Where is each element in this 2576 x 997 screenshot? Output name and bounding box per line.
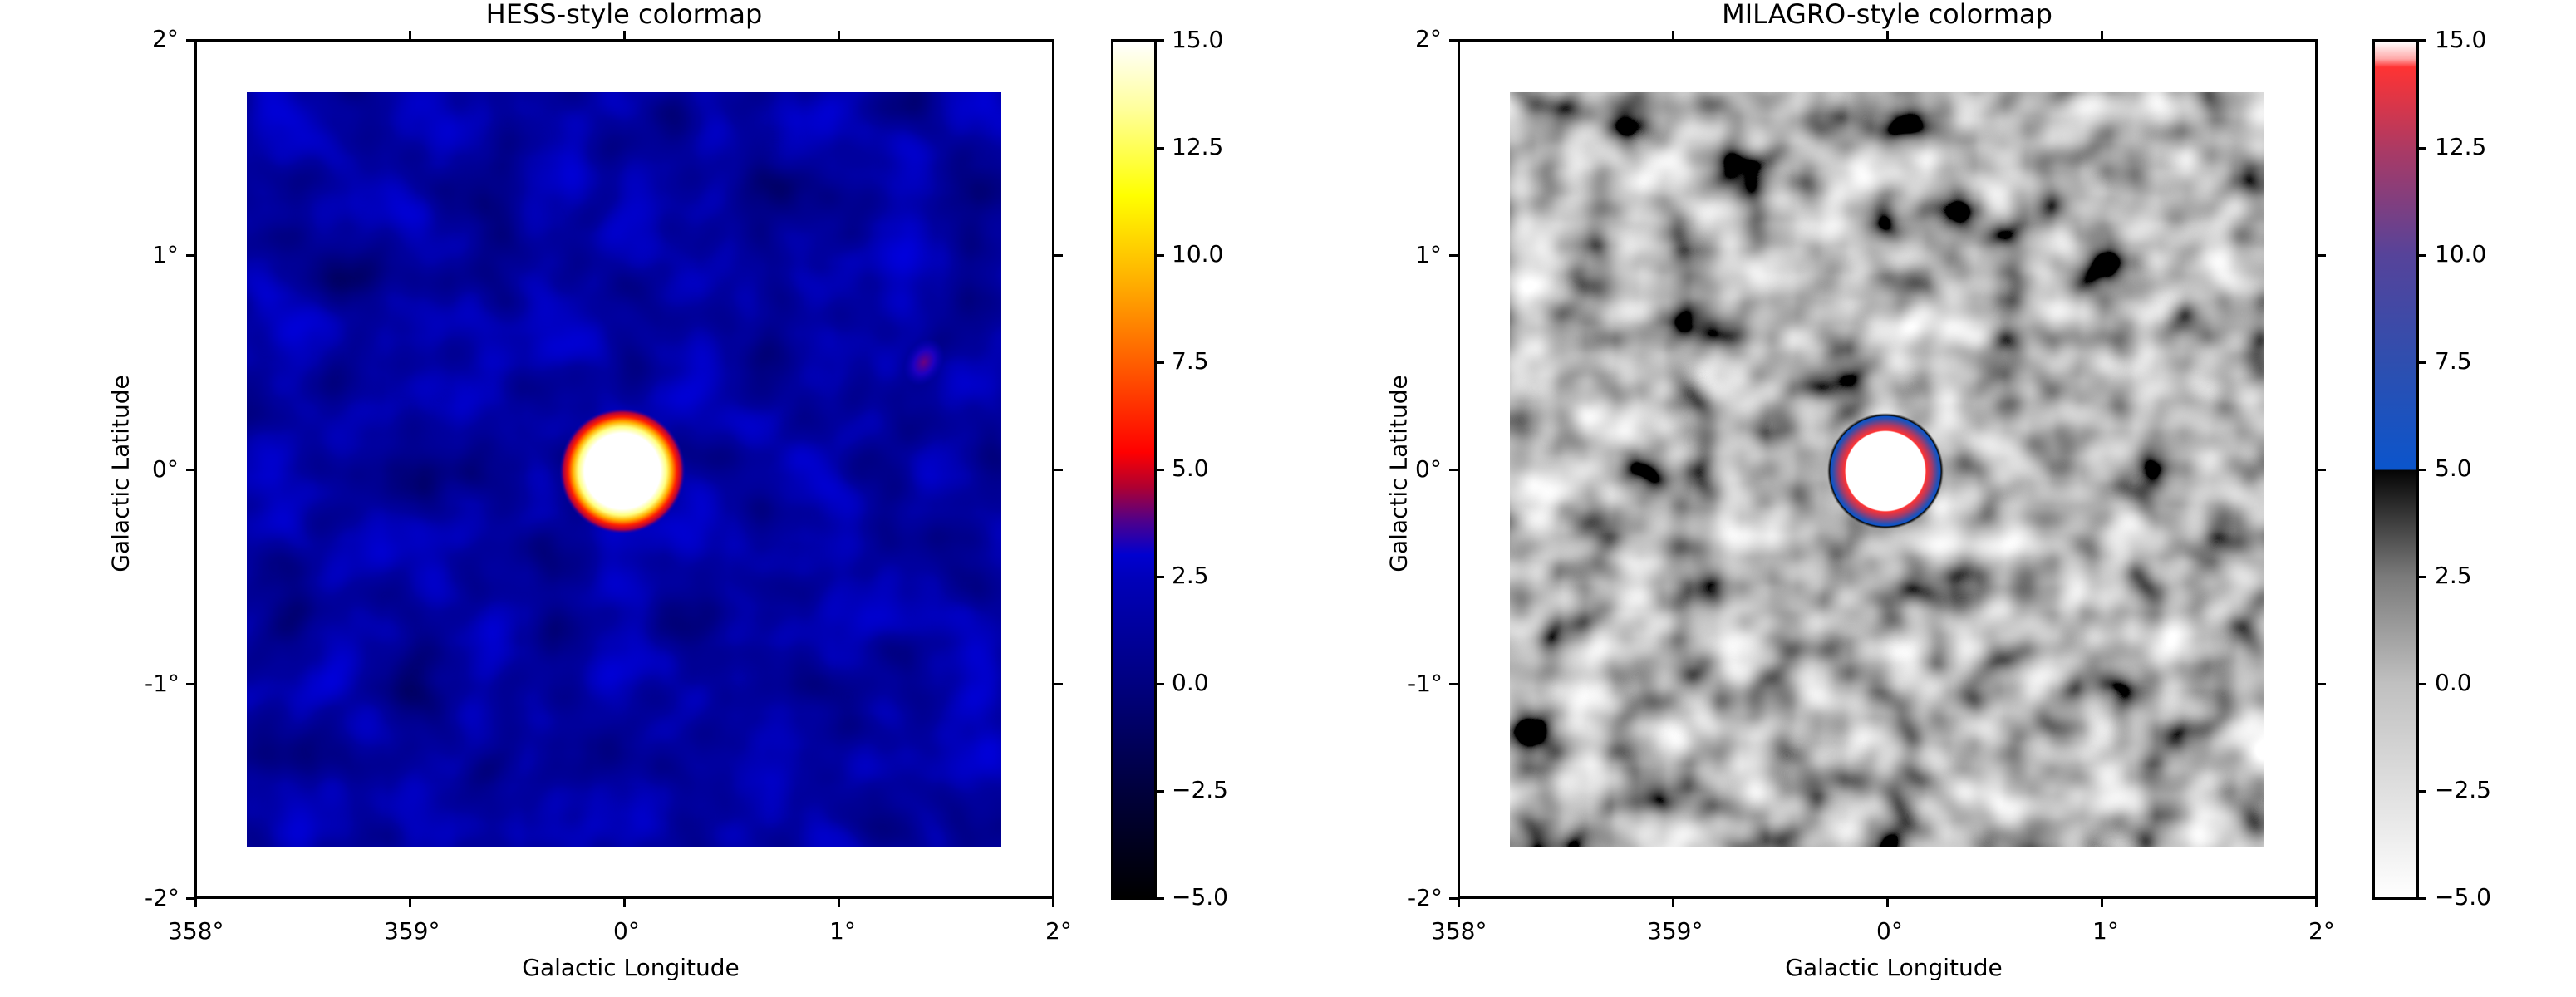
milagro-cbar-label: 15.0 [2435,26,2487,53]
hess-ylabel: Galactic Latitude [106,375,135,572]
milagro-ytick-label: -2° [1408,884,1443,911]
hess-cbar-label: −2.5 [1172,776,1228,803]
hess-ytick-label: 2° [152,25,179,52]
hess-cbar-label: 2.5 [1172,562,1209,589]
hess-xtick-label: 2° [1045,917,1072,945]
milagro-cbar-label: 5.0 [2435,454,2472,482]
hess-xtick-label: 1° [829,917,856,945]
milagro-cbar-label: 10.0 [2435,240,2487,268]
hess-ytick-label: -2° [145,884,179,911]
milagro-ytick-label: 1° [1415,241,1442,268]
hess-cbar-label: 10.0 [1172,240,1224,268]
milagro-xlabel: Galactic Longitude [1785,954,2003,981]
milagro-cbar-label: 2.5 [2435,562,2472,589]
milagro-cbar-label: −5.0 [2435,883,2491,911]
hess-xlabel: Galactic Longitude [522,954,740,981]
hess-cbar-label: −5.0 [1172,883,1228,911]
hess-colorbar [1111,39,1157,900]
hess-xtick-label: 359° [384,917,440,945]
milagro-ylabel: Galactic Latitude [1384,375,1413,572]
milagro-cbar-label: 7.5 [2435,347,2472,375]
hess-panel: HESS-style colormap [106,0,1229,981]
hess-xtick-label: 0° [613,917,640,945]
milagro-ytick-label: -1° [1408,670,1443,697]
milagro-cbar-label: −2.5 [2435,776,2491,803]
hess-ytick-label: -1° [145,670,179,697]
hess-title: HESS-style colormap [485,0,763,30]
milagro-ytick-label: 0° [1415,455,1442,483]
hess-ytick-label: 1° [152,241,179,268]
milagro-xtick-label: 0° [1876,917,1903,945]
hess-source-blob [559,408,686,534]
hess-cbar-label: 12.5 [1172,133,1224,160]
hess-ytick-label: 0° [152,455,179,483]
milagro-panel: MILAGRO-style colormap [1263,0,2576,997]
hess-cbar-label: 15.0 [1172,26,1224,53]
hess-skymap-image [247,92,1001,847]
hess-weak-feature [903,338,945,386]
milagro-source-blob [1827,413,1944,529]
milagro-xtick-label: 359° [1647,917,1703,945]
milagro-xtick-label: 2° [2308,917,2335,945]
milagro-skymap-image [1510,92,2264,847]
milagro-ytick-label: 2° [1415,25,1442,52]
hess-cbar-label: 5.0 [1172,454,1209,482]
hess-cbar-label: 7.5 [1172,347,1209,375]
milagro-xtick-label: 358° [1431,917,1487,945]
milagro-cbar-label: 12.5 [2435,133,2487,160]
milagro-xtick-label: 1° [2092,917,2119,945]
milagro-cbar-label: 0.0 [2435,669,2472,696]
milagro-colorbar [2372,39,2419,900]
hess-cbar-label: 0.0 [1172,669,1209,696]
hess-xtick-label: 358° [168,917,224,945]
milagro-title: MILAGRO-style colormap [1722,0,2052,30]
